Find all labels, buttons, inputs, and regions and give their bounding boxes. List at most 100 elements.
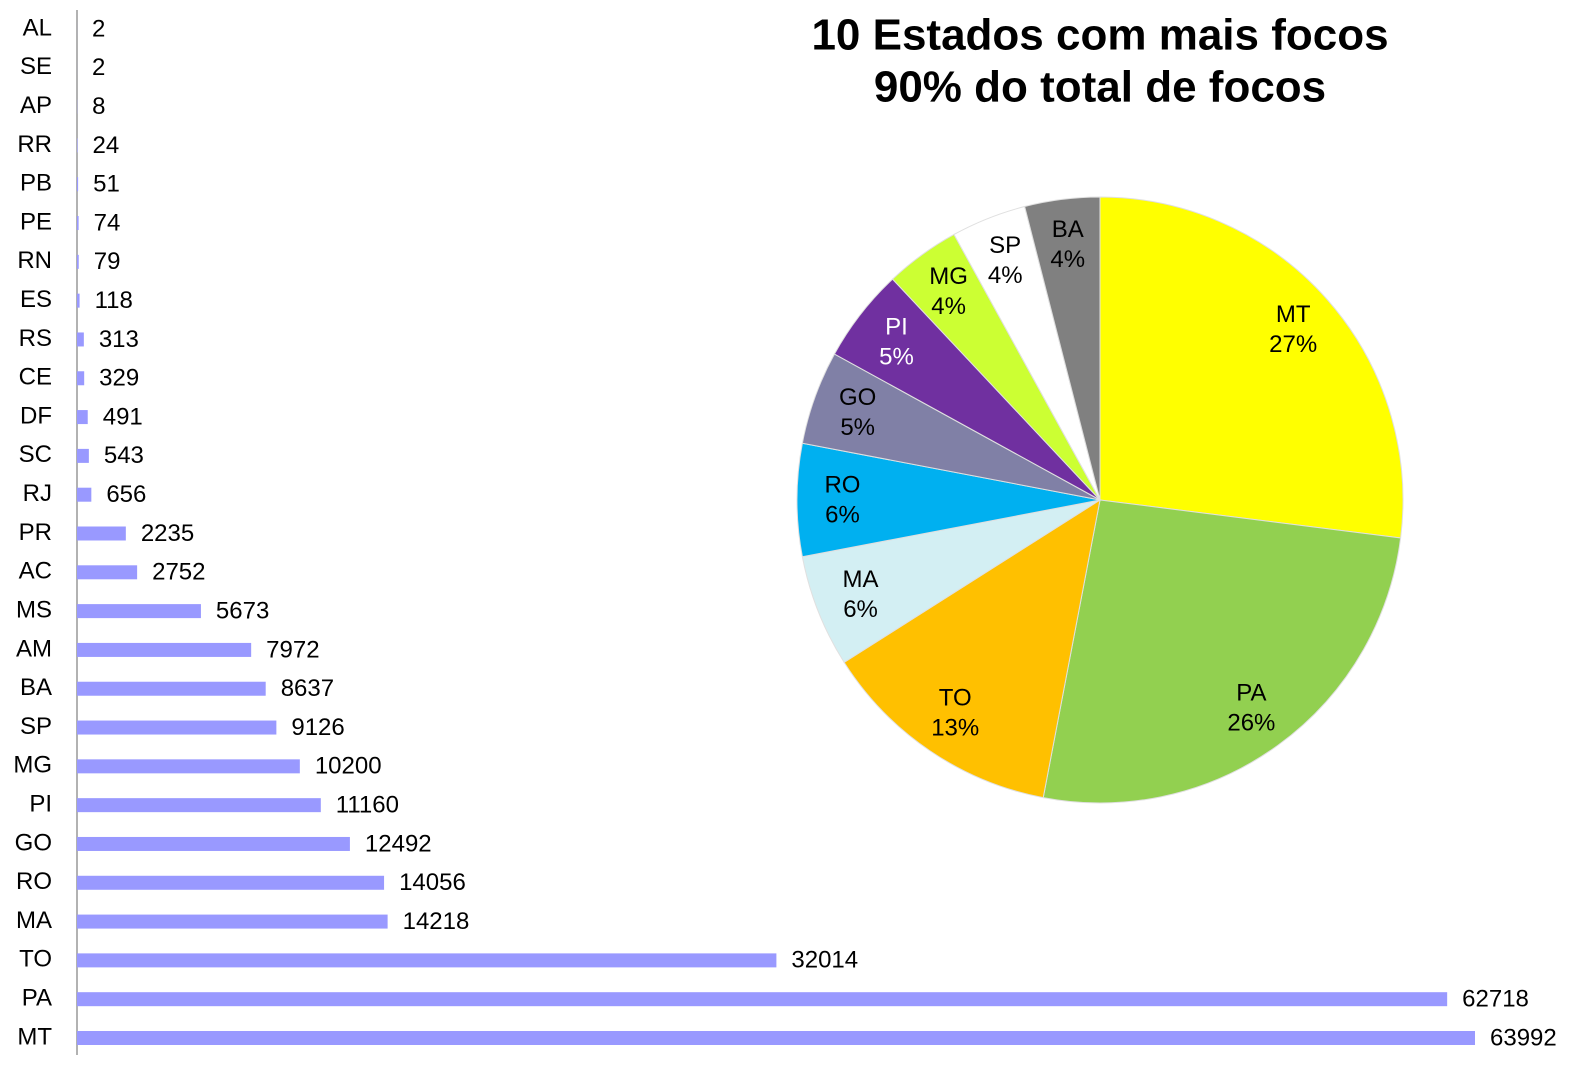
- data-label: 8637: [281, 675, 334, 702]
- y-tick-label: AM: [16, 635, 52, 662]
- slice-value-label: 27%: [1269, 331, 1317, 358]
- slice-label: PA: [1236, 680, 1266, 707]
- pie-slice: [1042, 499, 1402, 804]
- y-tick-label: PA: [22, 985, 52, 1012]
- bar: [77, 448, 89, 463]
- bar: [77, 1031, 1475, 1045]
- bar: [77, 992, 1448, 1007]
- data-label: 14218: [403, 908, 470, 935]
- bar: [77, 216, 79, 231]
- y-tick-label: CE: [19, 364, 52, 391]
- y-tick-label: SE: [20, 53, 52, 80]
- data-label: 329: [99, 365, 139, 392]
- y-tick-label: RR: [17, 131, 52, 158]
- slice-label: MG: [929, 263, 968, 290]
- y-tick-label: SP: [20, 713, 52, 740]
- data-label: 9126: [291, 714, 344, 741]
- y-tick-label: DF: [20, 402, 52, 429]
- y-tick-label: RJ: [23, 480, 52, 507]
- y-tick-label: MA: [16, 907, 52, 934]
- slice-value-label: 26%: [1227, 710, 1275, 737]
- slice-label: GO: [839, 384, 876, 411]
- y-tick-label: TO: [19, 946, 52, 973]
- slice-value-label: 4%: [931, 293, 966, 320]
- data-label: 2235: [141, 520, 194, 547]
- pie-slice: [1024, 196, 1101, 501]
- y-tick-label: RN: [17, 247, 52, 274]
- slice-label: MT: [1276, 301, 1311, 328]
- bar: [77, 410, 88, 425]
- bar: [77, 681, 266, 696]
- bar: [77, 914, 388, 929]
- y-tick-label: ES: [20, 286, 52, 313]
- bar: [77, 526, 126, 541]
- data-label: 24: [93, 132, 120, 159]
- bar: [77, 836, 350, 851]
- y-tick-label: PR: [19, 519, 52, 546]
- slice-value-label: 4%: [988, 262, 1023, 289]
- y-tick-label: GO: [15, 829, 52, 856]
- data-label: 79: [94, 248, 121, 275]
- slice-value-label: 5%: [840, 414, 875, 441]
- slice-label: MA: [843, 566, 879, 593]
- data-label: 5673: [216, 597, 269, 624]
- slice-value-label: 5%: [879, 343, 914, 370]
- data-label: 10200: [315, 753, 382, 780]
- data-label: 2: [92, 54, 105, 81]
- slice-label: SP: [989, 232, 1021, 259]
- slice-value-label: 13%: [931, 714, 979, 741]
- bar: [77, 177, 79, 192]
- y-tick-label: AP: [20, 92, 52, 119]
- data-label: 74: [94, 209, 121, 236]
- y-tick-label: PI: [29, 790, 52, 817]
- y-tick-label: MT: [17, 1023, 52, 1050]
- data-label: 313: [99, 326, 139, 353]
- y-tick-label: AC: [19, 558, 52, 585]
- pie-slice: [1099, 196, 1404, 539]
- bar: [77, 953, 777, 968]
- data-label: 7972: [266, 636, 319, 663]
- data-label: 118: [95, 287, 133, 314]
- slice-label: PI: [885, 313, 908, 340]
- y-tick-label: MG: [13, 752, 52, 779]
- bar: [77, 798, 321, 813]
- bar: [77, 604, 201, 619]
- bar: [77, 720, 277, 735]
- slice-value-label: 4%: [1050, 246, 1085, 273]
- bar: [77, 332, 84, 347]
- bar: [77, 565, 138, 580]
- y-tick-label: AL: [23, 14, 52, 41]
- y-tick-label: MS: [16, 596, 52, 623]
- bar: [77, 138, 78, 153]
- pie-slice: [843, 498, 1101, 799]
- data-label: 543: [104, 442, 144, 469]
- slice-label: RO: [824, 471, 860, 498]
- bar: [77, 759, 300, 774]
- y-tick-label: RS: [19, 325, 52, 352]
- data-label: 656: [106, 481, 146, 508]
- data-label: 62718: [1462, 986, 1529, 1013]
- bar: [77, 254, 79, 269]
- data-label: 51: [93, 171, 120, 198]
- data-label: 8: [92, 93, 105, 120]
- data-label: 14056: [399, 869, 466, 896]
- y-tick-label: BA: [20, 674, 52, 701]
- bar: [77, 642, 252, 657]
- chart-title: 10 Estados com mais focos: [811, 11, 1388, 60]
- slice-label: BA: [1052, 216, 1084, 243]
- bar: [77, 487, 92, 502]
- data-label: 2752: [152, 559, 205, 586]
- slice-value-label: 6%: [843, 596, 878, 623]
- y-tick-label: SC: [19, 441, 52, 468]
- slice-value-label: 6%: [825, 501, 860, 528]
- y-tick-label: RO: [16, 868, 52, 895]
- y-tick-label: PE: [20, 208, 52, 235]
- data-label: 12492: [365, 830, 432, 857]
- bar: [77, 371, 85, 386]
- chart-subtitle: 90% do total de focos: [874, 63, 1326, 112]
- data-label: 63992: [1490, 1024, 1557, 1051]
- data-label: 11160: [336, 791, 399, 818]
- data-label: 32014: [791, 947, 858, 974]
- bar: [77, 293, 80, 308]
